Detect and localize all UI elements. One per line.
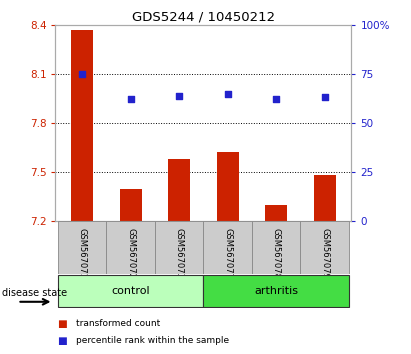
Point	[79, 71, 85, 77]
Bar	[71, 30, 93, 221]
Bar	[58, 221, 106, 274]
Bar	[203, 221, 252, 274]
Text: arthritis: arthritis	[254, 286, 298, 296]
Text: GSM567077: GSM567077	[223, 228, 232, 279]
Bar	[168, 159, 190, 221]
Bar	[58, 275, 203, 307]
Text: GSM567078: GSM567078	[272, 228, 281, 279]
Bar	[252, 221, 300, 274]
Text: disease state: disease state	[2, 288, 67, 298]
Text: control: control	[111, 286, 150, 296]
Point	[273, 97, 279, 102]
Point	[176, 93, 182, 98]
Text: GSM567071: GSM567071	[78, 228, 87, 279]
Text: percentile rank within the sample: percentile rank within the sample	[76, 336, 229, 346]
Text: ■: ■	[58, 319, 67, 329]
Bar	[203, 275, 349, 307]
Text: transformed count: transformed count	[76, 319, 160, 329]
Bar	[265, 205, 287, 221]
Bar	[120, 189, 142, 221]
Point	[224, 91, 231, 96]
Bar	[217, 153, 239, 221]
Text: GSM567073: GSM567073	[175, 228, 184, 279]
Point	[127, 97, 134, 102]
Title: GDS5244 / 10450212: GDS5244 / 10450212	[132, 11, 275, 24]
Text: ■: ■	[58, 336, 67, 346]
Point	[321, 95, 328, 100]
Text: GSM567072: GSM567072	[126, 228, 135, 279]
Bar	[300, 221, 349, 274]
Bar	[106, 221, 155, 274]
Bar	[314, 176, 336, 221]
Text: GSM567079: GSM567079	[320, 228, 329, 279]
Bar	[155, 221, 203, 274]
